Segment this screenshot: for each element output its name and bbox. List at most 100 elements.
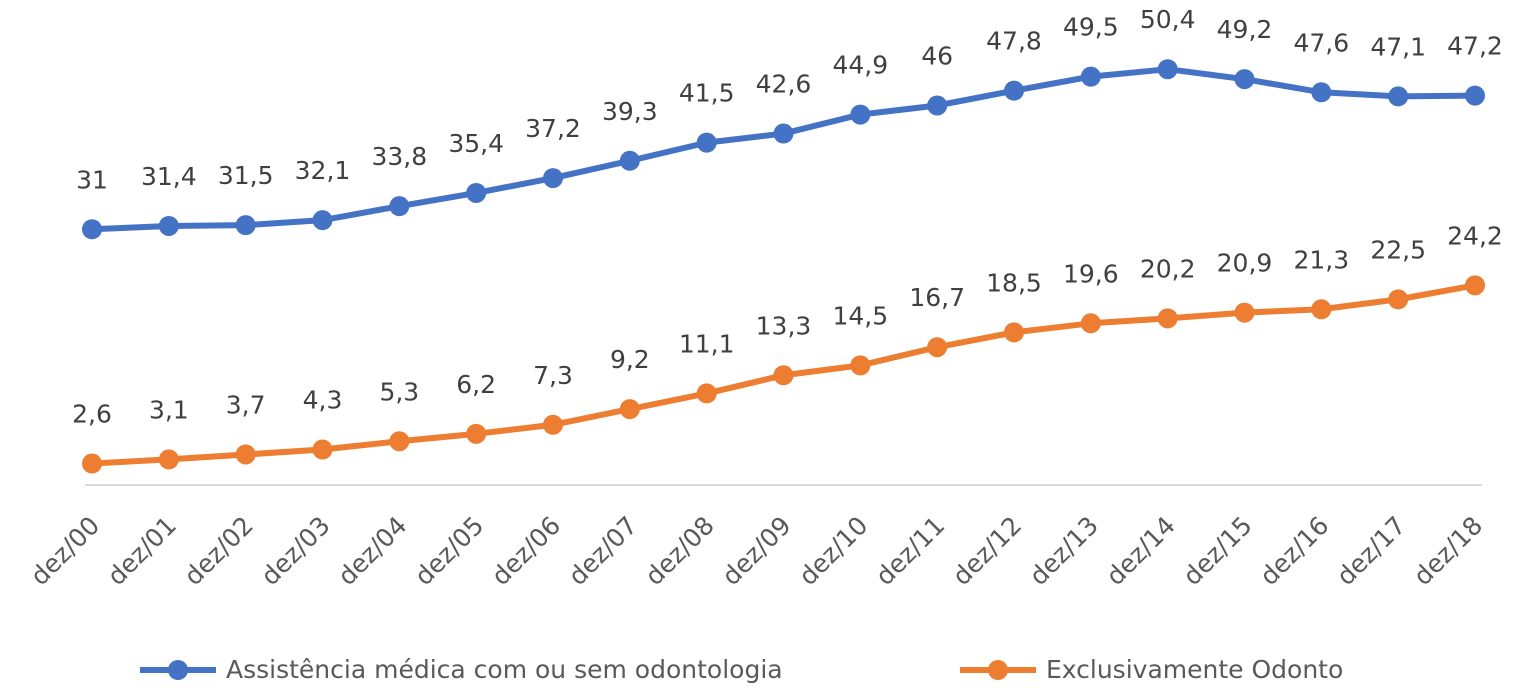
data-label: 13,3 — [756, 311, 812, 340]
x-tick-label: dez/13 — [1024, 511, 1104, 591]
legend-marker — [168, 660, 188, 680]
x-tick-label: dez/16 — [1254, 511, 1334, 591]
point — [1080, 313, 1101, 334]
x-tick-label: dez/07 — [563, 511, 643, 591]
point — [389, 431, 410, 452]
x-tick-label: dez/03 — [255, 511, 335, 591]
data-label: 3,7 — [226, 390, 266, 419]
point — [1157, 308, 1178, 329]
point — [619, 150, 640, 171]
data-label: 2,6 — [72, 400, 112, 429]
point — [312, 439, 333, 460]
data-label: 19,6 — [1063, 259, 1119, 288]
x-tick-label: dez/12 — [947, 511, 1027, 591]
point — [82, 219, 102, 240]
data-label: 47,2 — [1447, 32, 1503, 61]
point — [1157, 59, 1178, 80]
point — [543, 168, 563, 189]
data-label: 41,5 — [679, 79, 735, 108]
point — [389, 196, 410, 217]
data-label: 24,2 — [1447, 221, 1503, 250]
data-label: 35,4 — [448, 129, 504, 158]
data-label: 31 — [76, 165, 108, 194]
point — [312, 210, 333, 231]
point — [1234, 69, 1255, 90]
data-label: 5,3 — [379, 377, 419, 406]
point — [850, 355, 871, 376]
data-label: 39,3 — [602, 97, 658, 126]
point — [1311, 299, 1332, 320]
legend-label: Assistência médica com ou sem odontologi… — [226, 655, 783, 684]
x-tick-label: dez/06 — [486, 511, 566, 591]
x-tick-label: dez/01 — [102, 511, 182, 591]
point — [466, 182, 487, 203]
data-label: 50,4 — [1140, 5, 1196, 34]
data-label: 47,6 — [1293, 28, 1349, 57]
data-label: 44,9 — [832, 51, 888, 80]
x-tick-label: dez/08 — [640, 511, 720, 591]
x-tick-label: dez/15 — [1177, 511, 1257, 591]
x-tick-label: dez/18 — [1408, 511, 1488, 591]
x-tick-label: dez/05 — [409, 511, 489, 591]
data-label: 3,1 — [149, 395, 189, 424]
point — [696, 132, 717, 153]
data-label: 18,5 — [986, 268, 1042, 297]
point — [927, 337, 948, 358]
data-label: 32,1 — [295, 156, 351, 185]
x-tick-label: dez/00 — [25, 511, 105, 591]
point — [158, 449, 179, 470]
data-label: 21,3 — [1293, 245, 1349, 274]
point — [1465, 275, 1485, 296]
point — [1004, 322, 1024, 343]
x-tick-label: dez/09 — [716, 511, 796, 591]
point — [773, 365, 794, 386]
data-label: 31,4 — [141, 162, 197, 191]
x-tick-label: dez/14 — [1101, 511, 1181, 591]
point — [927, 95, 948, 116]
data-label: 7,3 — [533, 361, 573, 390]
x-tick-label: dez/04 — [332, 511, 412, 591]
data-label: 47,1 — [1370, 32, 1426, 61]
legend-label: Exclusivamente Odonto — [1046, 655, 1343, 684]
point — [773, 123, 794, 144]
data-label: 49,5 — [1063, 13, 1119, 42]
point — [1080, 66, 1101, 87]
point — [1004, 80, 1024, 101]
x-tick-label: dez/10 — [793, 511, 873, 591]
point — [158, 215, 179, 236]
point — [1465, 85, 1485, 106]
data-label: 11,1 — [679, 329, 735, 358]
data-label: 14,5 — [832, 301, 888, 330]
data-label: 49,2 — [1217, 15, 1273, 44]
data-label: 42,6 — [756, 70, 812, 99]
legend-marker — [988, 660, 1008, 680]
data-label: 46 — [921, 42, 953, 71]
point — [696, 383, 717, 404]
point — [1234, 302, 1255, 323]
data-label: 31,5 — [218, 161, 274, 190]
data-label: 6,2 — [456, 370, 496, 399]
point — [82, 453, 102, 474]
data-label: 20,9 — [1217, 249, 1273, 278]
data-label: 9,2 — [610, 345, 650, 374]
point — [1388, 289, 1409, 310]
point — [466, 423, 487, 444]
point — [850, 104, 871, 125]
point — [543, 414, 563, 435]
x-tick-label: dez/02 — [179, 511, 259, 591]
point — [235, 215, 256, 236]
point — [1311, 82, 1332, 103]
x-tick-label: dez/17 — [1331, 511, 1411, 591]
point — [235, 444, 256, 465]
data-label: 20,2 — [1140, 254, 1196, 283]
data-label: 37,2 — [525, 114, 581, 143]
data-label: 47,8 — [986, 27, 1042, 56]
x-tick-label: dez/11 — [870, 511, 950, 591]
point — [619, 399, 640, 420]
data-label: 33,8 — [371, 142, 427, 171]
data-label: 4,3 — [303, 386, 343, 415]
point — [1388, 86, 1409, 107]
data-label: 22,5 — [1370, 235, 1426, 264]
data-label: 16,7 — [909, 283, 965, 312]
